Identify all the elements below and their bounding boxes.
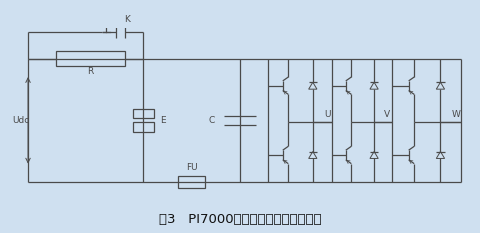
Text: Udc: Udc — [12, 116, 29, 125]
Text: E: E — [160, 116, 166, 125]
Text: 图3   PI7000矢量变频器主回路结构图: 图3 PI7000矢量变频器主回路结构图 — [159, 213, 321, 226]
Polygon shape — [436, 82, 444, 89]
Text: K: K — [124, 15, 130, 24]
Text: FU: FU — [186, 163, 197, 172]
Bar — [178, 176, 205, 188]
Polygon shape — [309, 151, 317, 158]
Polygon shape — [370, 151, 378, 158]
Bar — [133, 122, 154, 132]
Bar — [56, 51, 125, 66]
Text: C: C — [208, 116, 215, 125]
Polygon shape — [309, 82, 317, 89]
Text: V: V — [384, 110, 391, 119]
Text: R: R — [87, 67, 94, 76]
Text: U: U — [324, 110, 331, 119]
Bar — [133, 109, 154, 118]
Text: W: W — [452, 110, 461, 119]
Polygon shape — [436, 151, 444, 158]
Polygon shape — [370, 82, 378, 89]
